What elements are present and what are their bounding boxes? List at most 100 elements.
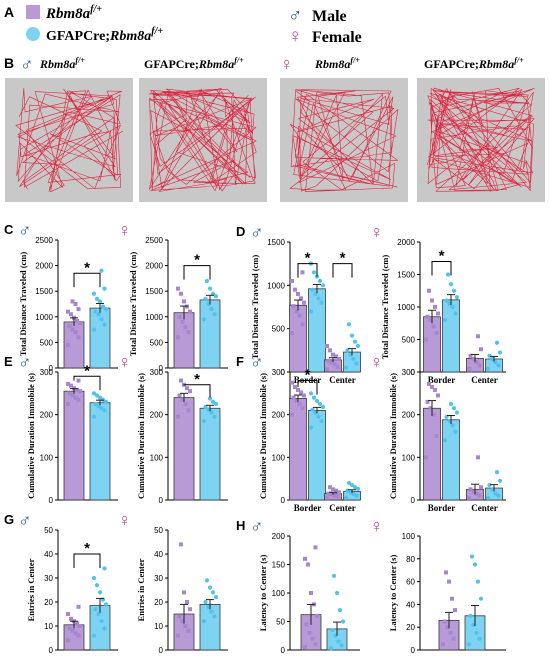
data-point [290, 412, 294, 417]
data-point [185, 304, 189, 309]
female-icon: ♀ [288, 26, 302, 47]
significance-bracket [297, 380, 318, 395]
data-point [299, 296, 303, 301]
data-point [69, 312, 73, 317]
data-point [476, 455, 480, 460]
data-point [444, 298, 449, 303]
data-point [70, 393, 75, 398]
y-tick-label: 300 [272, 368, 286, 377]
panel-label: H [236, 518, 245, 533]
svg-text:Rbm8af/+: Rbm8af/+ [314, 56, 360, 71]
legend-swatch-rbm8a [26, 5, 40, 19]
y-tick-label: 500 [272, 325, 286, 334]
significance-star: * [194, 252, 200, 269]
female-icon: ♀ [118, 220, 132, 240]
data-point [337, 608, 343, 613]
y-tick-label: 500 [402, 336, 416, 345]
data-point [447, 579, 451, 584]
data-point [331, 573, 337, 579]
y-tick-label: 2000 [397, 238, 415, 247]
data-point [319, 418, 324, 424]
data-point [204, 278, 210, 284]
arena-title: Rbm8a [39, 57, 75, 71]
data-point [493, 491, 498, 496]
data-point [207, 396, 213, 401]
data-point [330, 627, 335, 633]
y-tick-label: 0 [281, 646, 286, 655]
data-point [468, 613, 473, 618]
data-point [441, 642, 445, 647]
data-point [91, 633, 97, 638]
male-icon: ♂ [250, 516, 264, 536]
data-point [207, 286, 213, 291]
bar-rbm8a [63, 390, 85, 501]
data-point [93, 607, 98, 612]
data-point [468, 487, 473, 492]
data-point [91, 291, 97, 296]
data-point [343, 365, 349, 370]
data-point [317, 401, 323, 407]
bar-gfap [308, 409, 326, 501]
data-point [313, 642, 318, 647]
data-point [475, 579, 481, 584]
data-point [479, 485, 483, 490]
data-point [94, 296, 100, 301]
y-tick-label: 60 [406, 578, 415, 587]
y-tick-label: 1500 [145, 287, 163, 296]
data-point [209, 609, 214, 614]
data-point [176, 414, 180, 419]
y-tick-label: 30 [154, 574, 163, 583]
data-point [201, 418, 207, 424]
data-point [183, 624, 188, 628]
data-point [319, 300, 324, 305]
significance-star: * [439, 248, 445, 265]
y-tick-label: 1000 [145, 313, 163, 322]
data-point [434, 331, 439, 335]
data-point [433, 387, 437, 392]
arena-title-sup: f/+ [514, 56, 524, 65]
y-tick-label: 80 [406, 555, 415, 564]
data-point [336, 639, 341, 644]
data-point [311, 270, 317, 275]
data-point [294, 309, 299, 314]
movement-track [15, 88, 124, 192]
data-point [99, 406, 104, 411]
data-point [478, 596, 484, 601]
legend-female-label: Female [312, 29, 362, 46]
data-point [427, 381, 431, 386]
data-point [78, 320, 82, 325]
data-point [424, 337, 428, 342]
data-point [296, 292, 300, 296]
data-point [213, 401, 219, 407]
data-point [351, 356, 356, 362]
data-point [70, 327, 75, 332]
data-point [300, 322, 305, 327]
data-point [316, 414, 321, 419]
data-point [427, 288, 431, 293]
y-tick-label: 200 [40, 411, 54, 420]
data-point [99, 268, 104, 273]
data-point [203, 599, 208, 605]
svg-text:GFAPCre;Rbm8af/+: GFAPCre;Rbm8af/+ [424, 56, 524, 71]
data-point [474, 630, 479, 636]
legend-swatch-gfap [26, 27, 40, 41]
data-point [176, 633, 180, 638]
data-point [188, 607, 192, 612]
y-tick-label: 1500 [267, 238, 285, 247]
data-point [328, 646, 334, 651]
panel-label: E [4, 354, 13, 369]
data-point [180, 319, 185, 324]
data-point [188, 389, 192, 394]
data-point [310, 287, 315, 292]
data-point [317, 278, 323, 284]
data-point [213, 595, 219, 600]
arena-title-sup: f/+ [75, 56, 85, 65]
data-point [310, 636, 315, 641]
data-point [472, 562, 478, 567]
y-axis-label: Total Distance Traveled (cm) [250, 255, 260, 360]
data-point [474, 360, 479, 365]
data-point [97, 590, 103, 595]
data-point [76, 307, 81, 312]
data-point [102, 408, 107, 413]
